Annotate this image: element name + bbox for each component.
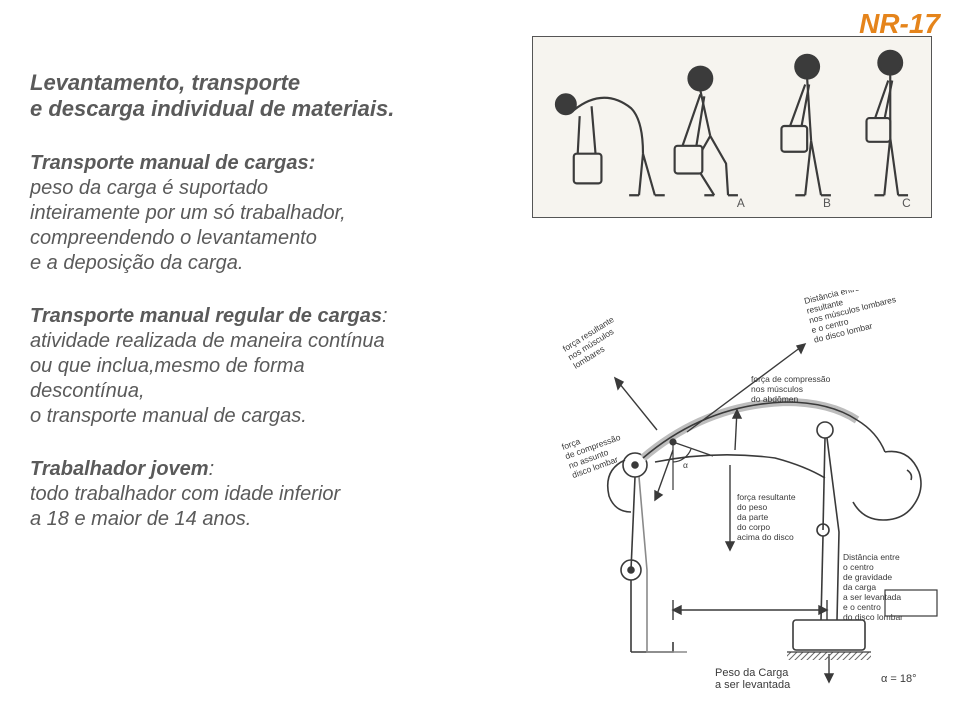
para2-colon: : bbox=[382, 305, 388, 327]
para3-l2: a 18 e maior de 14 anos. bbox=[30, 508, 251, 530]
posture-letter-c: C bbox=[902, 196, 911, 210]
para3-l1: todo trabalhador com idade inferior bbox=[30, 483, 340, 505]
paragraph-trabalhador-jovem: Trabalhador jovem: todo trabalhador com … bbox=[30, 457, 420, 532]
para1-bold: Transporte manual de cargas: bbox=[30, 152, 315, 174]
title-line-2: e descarga individual de materiais. bbox=[30, 96, 394, 121]
label-forca-res-peso: força resultante do peso da parte do cor… bbox=[737, 492, 798, 542]
label-alpha-1: α bbox=[683, 460, 688, 470]
para1-l3: compreendendo o levantamento bbox=[30, 227, 317, 249]
label-forca-res-musc: força resultante nos músculos lombares bbox=[561, 313, 629, 371]
para3-bold: Trabalhador jovem bbox=[30, 458, 209, 480]
para2-bold: Transporte manual regular de cargas bbox=[30, 305, 382, 327]
para2-l4: o transporte manual de cargas. bbox=[30, 405, 307, 427]
posture-letter-b: B bbox=[823, 196, 831, 210]
label-peso-carga: Peso da Carga a ser levantada bbox=[715, 667, 791, 690]
posture-svg: A B C bbox=[533, 37, 931, 217]
para3-colon: : bbox=[209, 458, 215, 480]
figure-posture-sequence: A B C bbox=[532, 36, 932, 218]
para2-l2: ou que inclua,mesmo de forma bbox=[30, 355, 305, 377]
section-title: Levantamento, transporte e descarga indi… bbox=[30, 70, 420, 123]
para1-l4: e a deposição da carga. bbox=[30, 252, 244, 274]
posture-letter-a: A bbox=[737, 196, 745, 210]
paragraph-transporte-manual: Transporte manual de cargas: peso da car… bbox=[30, 151, 420, 276]
para2-l1: atividade realizada de maneira contínua bbox=[30, 330, 385, 352]
para2-l3: descontínua, bbox=[30, 380, 145, 402]
paragraph-transporte-regular: Transporte manual regular de cargas: ati… bbox=[30, 304, 420, 429]
para1-l1: peso da carga é suportado bbox=[30, 177, 268, 199]
text-column: Levantamento, transporte e descarga indi… bbox=[30, 70, 420, 560]
biomechanics-svg: α bbox=[505, 290, 945, 690]
label-alpha-eq: α = 18° bbox=[881, 673, 917, 685]
title-line-1: Levantamento, transporte bbox=[30, 70, 300, 95]
label-forca-compr-abd: força de compressão nos músculos do abdô… bbox=[751, 374, 833, 404]
para1-l2: inteiramente por um só trabalhador, bbox=[30, 202, 346, 224]
label-dist-centro-grav: Distância entre o centro de gravidade da… bbox=[843, 552, 904, 622]
label-dist-forca: Distância entre a força resultante nos m… bbox=[803, 290, 904, 345]
figure-biomechanics: α bbox=[505, 290, 945, 690]
label-forca-compr-disco: força de compressão no assunto disco lom… bbox=[560, 422, 631, 480]
